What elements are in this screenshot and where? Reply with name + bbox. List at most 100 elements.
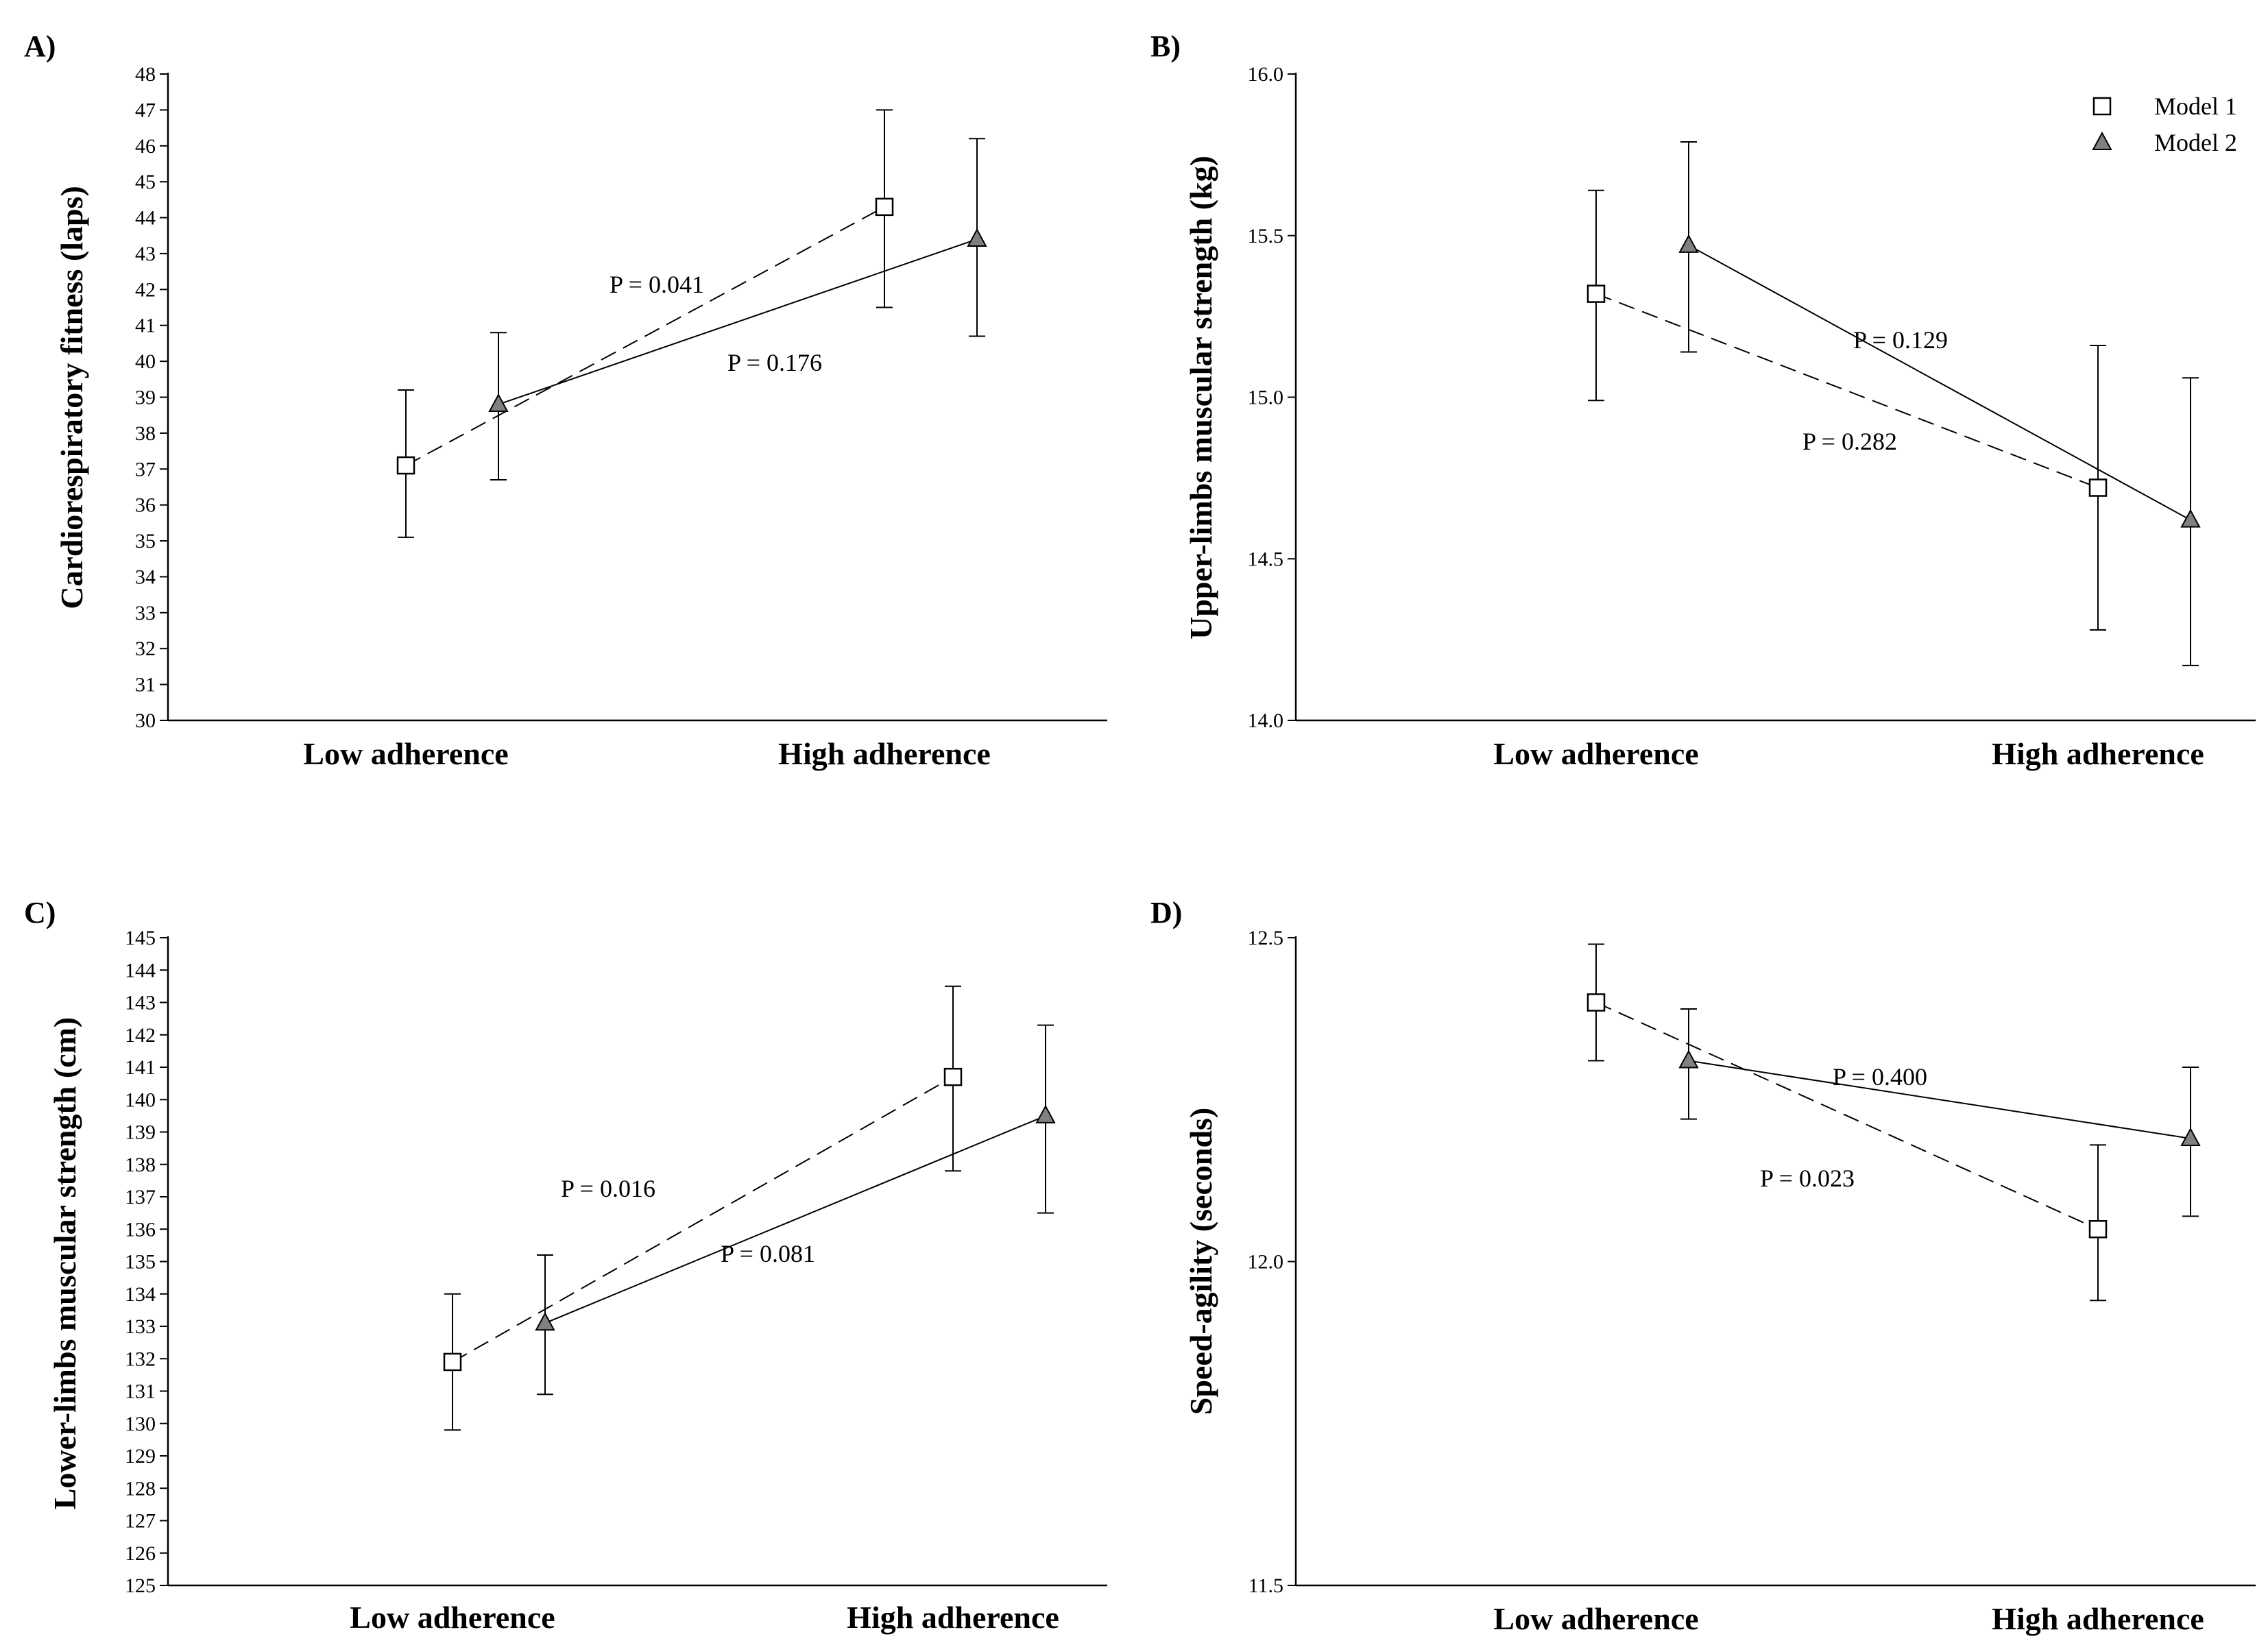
y-tick-label: 38 (135, 422, 156, 445)
panel-label: B) (1150, 29, 1181, 63)
data-point-square (1587, 993, 1606, 1012)
y-tick-label: 43 (135, 243, 156, 265)
legend-label: Model 1 (2154, 93, 2237, 120)
y-tick-label: 41 (135, 315, 156, 337)
series-line-model-1 (405, 206, 885, 466)
y-tick-label: 12.0 (1248, 1251, 1284, 1274)
y-tick-label: 125 (125, 1574, 156, 1597)
chart-panel-1: A) 30 31 32 33 34 35 36 37 38 39 40 41 42 43 44 45 46 47 48… (24, 29, 1107, 771)
y-axis-label: Cardiorespiratory fitness (laps) (54, 186, 89, 609)
legend: Model 1 Model 2 (2092, 93, 2237, 156)
p-value-label: P = 0.023 (1760, 1165, 1855, 1192)
y-tick-label: 134 (125, 1283, 156, 1306)
data-point-square (1587, 284, 1606, 303)
data-point-square (2088, 478, 2108, 497)
y-tick-label: 39 (135, 387, 156, 409)
data-point-triangle (1035, 1104, 1056, 1123)
series-line-model-2 (1688, 1060, 2191, 1139)
data-point-square (396, 456, 415, 475)
series-line-model-1 (1595, 1001, 2099, 1230)
y-tick-label: 46 (135, 135, 156, 158)
y-axis-label: Upper-limbs muscular strength (kg) (1183, 156, 1218, 640)
y-tick-label: 131 (125, 1380, 156, 1403)
y-tick-label: 129 (125, 1445, 156, 1468)
x-category-label: Low adherence (1493, 1601, 1698, 1636)
y-tick-label: 135 (125, 1251, 156, 1274)
data-point-square (875, 197, 894, 217)
x-category-label: High adherence (1992, 736, 2204, 771)
y-tick-label: 16.0 (1248, 63, 1284, 86)
y-tick-label: 133 (125, 1315, 156, 1338)
p-value-label: P = 0.081 (721, 1240, 815, 1267)
p-value-label: P = 0.176 (727, 349, 822, 376)
data-point-triangle (488, 393, 509, 412)
data-point-triangle (535, 1312, 555, 1331)
y-tick-label: 11.5 (1248, 1574, 1283, 1597)
y-axis-label: Lower-limbs muscular strength (cm) (47, 1017, 82, 1509)
y-tick-label: 44 (135, 207, 156, 230)
y-tick-label: 15.5 (1248, 225, 1284, 247)
x-category-label: Low adherence (303, 736, 508, 771)
y-tick-label: 15.0 (1248, 387, 1284, 409)
y-tick-label: 144 (125, 959, 156, 982)
legend-marker-triangle (2092, 131, 2112, 150)
chart-panel-3: C) 125 126 127 128 129 130 131 132 133 134 135 136 13… (24, 896, 1107, 1635)
x-category-label: Low adherence (350, 1600, 555, 1635)
p-value-label: P = 0.041 (610, 271, 704, 298)
y-tick-label: 35 (135, 530, 156, 552)
legend-label: Model 2 (2154, 129, 2237, 156)
y-tick-label: 139 (125, 1121, 156, 1144)
y-tick-label: 128 (125, 1477, 156, 1500)
y-tick-label: 14.0 (1248, 709, 1284, 732)
series-line-model-1 (1595, 293, 2099, 489)
data-point-triangle (2180, 1127, 2201, 1146)
series-line-model-2 (544, 1115, 1046, 1324)
x-category-label: High adherence (778, 736, 991, 771)
y-tick-label: 145 (125, 927, 156, 949)
p-value-label: P = 0.016 (561, 1175, 655, 1202)
panel-label: C) (24, 896, 56, 929)
y-tick-label: 30 (135, 709, 156, 732)
data-point-square (443, 1352, 462, 1372)
x-category-label: High adherence (1992, 1601, 2204, 1636)
data-point-triangle (1678, 1049, 1699, 1069)
y-tick-label: 45 (135, 171, 156, 193)
y-tick-label: 34 (135, 565, 156, 588)
y-tick-label: 130 (125, 1413, 156, 1435)
y-tick-label: 136 (125, 1218, 156, 1241)
y-axis-label: Speed-agility (seconds) (1183, 1108, 1218, 1415)
panel-label: A) (24, 29, 56, 63)
data-point-triangle (1678, 234, 1699, 253)
y-tick-label: 37 (135, 458, 156, 480)
data-point-square (2088, 1220, 2108, 1239)
data-point-triangle (967, 228, 987, 247)
y-tick-label: 48 (135, 63, 156, 86)
y-tick-label: 31 (135, 674, 156, 696)
chart-panel-2: B) 14.0 14.5 15.0 15.5 16.0 Upper-limbs muscul… (1150, 29, 2256, 771)
p-value-label: P = 0.129 (1853, 326, 1948, 354)
y-tick-label: 33 (135, 602, 156, 624)
chart-panel-4: D) 11.5 12.0 12.5 Speed-agility (seconds) Low… (1150, 896, 2256, 1636)
p-value-label: P = 0.400 (1833, 1063, 1927, 1091)
y-tick-label: 12.5 (1248, 927, 1284, 949)
y-tick-label: 140 (125, 1088, 156, 1111)
y-tick-label: 137 (125, 1186, 156, 1208)
y-tick-label: 42 (135, 278, 156, 301)
data-point-square (943, 1067, 963, 1086)
y-tick-label: 143 (125, 992, 156, 1014)
series-line-model-2 (1688, 245, 2191, 521)
panel-label: D) (1150, 896, 1182, 929)
y-tick-label: 142 (125, 1024, 156, 1047)
series-line-model-2 (498, 239, 978, 405)
legend-marker-square (2092, 97, 2112, 116)
y-tick-label: 141 (125, 1056, 156, 1079)
y-tick-label: 127 (125, 1510, 156, 1533)
series-line-model-1 (452, 1076, 954, 1363)
x-category-label: Low adherence (1493, 736, 1698, 771)
y-tick-label: 40 (135, 350, 156, 373)
x-category-label: High adherence (847, 1600, 1059, 1635)
y-tick-label: 126 (125, 1542, 156, 1565)
y-tick-label: 132 (125, 1348, 156, 1370)
y-tick-label: 32 (135, 637, 156, 660)
